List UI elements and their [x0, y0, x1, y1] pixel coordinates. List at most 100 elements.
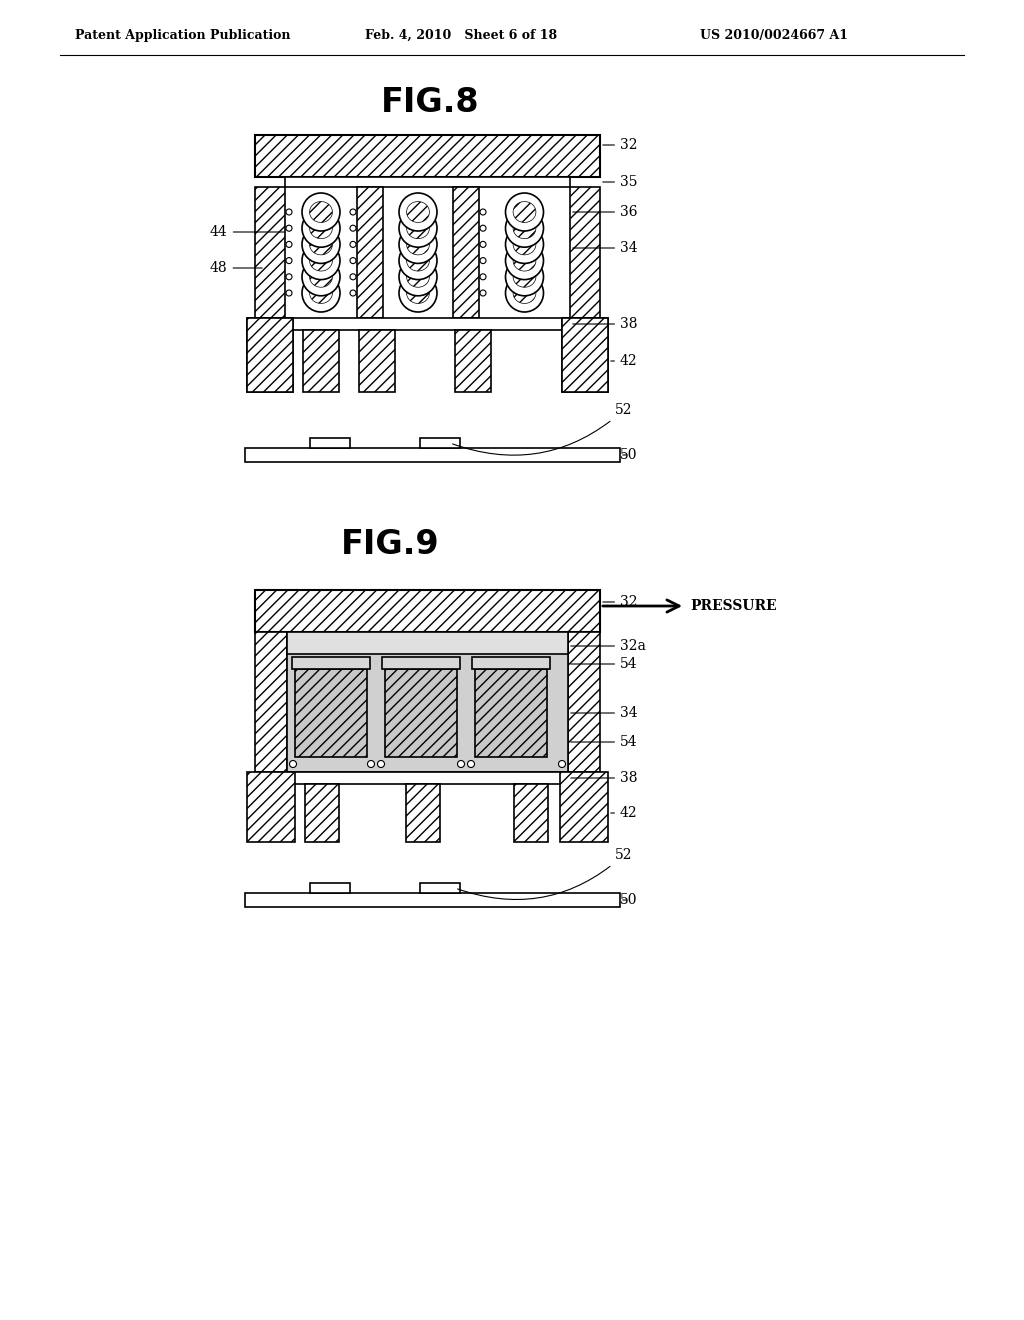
Circle shape: [399, 226, 437, 264]
Ellipse shape: [513, 251, 536, 271]
Text: 44: 44: [210, 224, 285, 239]
Circle shape: [350, 290, 356, 296]
Circle shape: [480, 226, 486, 231]
Bar: [285, 177, 570, 187]
Bar: [310, 883, 350, 894]
Circle shape: [302, 275, 340, 312]
Text: 32a: 32a: [570, 639, 646, 653]
Circle shape: [506, 257, 544, 296]
Bar: [247, 772, 295, 842]
Ellipse shape: [407, 234, 429, 255]
Text: 54: 54: [570, 657, 638, 671]
Circle shape: [480, 257, 486, 264]
Bar: [255, 590, 600, 632]
Circle shape: [350, 209, 356, 215]
Circle shape: [286, 273, 292, 280]
Circle shape: [302, 209, 340, 247]
Text: 38: 38: [570, 771, 638, 785]
Circle shape: [506, 193, 544, 231]
Bar: [359, 330, 395, 392]
Text: 32: 32: [603, 139, 638, 152]
Ellipse shape: [513, 218, 536, 239]
Circle shape: [506, 275, 544, 312]
Text: 34: 34: [570, 706, 638, 719]
Text: 38: 38: [572, 317, 638, 331]
Ellipse shape: [513, 267, 536, 288]
Circle shape: [458, 760, 465, 767]
Circle shape: [558, 760, 565, 767]
Ellipse shape: [407, 251, 429, 271]
Text: Patent Application Publication: Patent Application Publication: [75, 29, 291, 41]
Bar: [295, 669, 367, 756]
Circle shape: [399, 193, 437, 231]
Bar: [475, 669, 547, 756]
Circle shape: [399, 257, 437, 296]
Circle shape: [399, 242, 437, 280]
Bar: [357, 187, 383, 318]
Text: 35: 35: [603, 176, 638, 189]
Bar: [568, 632, 600, 772]
Circle shape: [506, 242, 544, 280]
Circle shape: [399, 209, 437, 247]
Text: 52: 52: [458, 847, 633, 899]
Bar: [245, 447, 620, 462]
Text: 48: 48: [210, 261, 262, 275]
Text: 52: 52: [453, 403, 633, 455]
Bar: [562, 318, 608, 392]
Circle shape: [286, 257, 292, 264]
Circle shape: [290, 760, 297, 767]
Text: 34: 34: [572, 242, 638, 255]
Circle shape: [350, 273, 356, 280]
Circle shape: [286, 226, 292, 231]
Bar: [255, 632, 287, 772]
Circle shape: [506, 226, 544, 264]
Ellipse shape: [407, 282, 429, 304]
Bar: [303, 330, 339, 392]
Bar: [453, 187, 479, 318]
Circle shape: [480, 290, 486, 296]
Ellipse shape: [309, 282, 333, 304]
Bar: [455, 330, 490, 392]
Text: 50: 50: [620, 894, 638, 907]
Bar: [287, 632, 568, 772]
Circle shape: [506, 209, 544, 247]
Bar: [310, 438, 350, 447]
Bar: [255, 135, 600, 177]
Bar: [385, 669, 457, 756]
Ellipse shape: [309, 202, 333, 223]
Circle shape: [480, 242, 486, 247]
Circle shape: [286, 290, 292, 296]
Circle shape: [480, 273, 486, 280]
Bar: [406, 784, 440, 842]
Ellipse shape: [309, 234, 333, 255]
Text: 36: 36: [572, 205, 638, 219]
Ellipse shape: [309, 251, 333, 271]
Bar: [570, 187, 600, 318]
Ellipse shape: [309, 218, 333, 239]
Bar: [245, 894, 620, 907]
Circle shape: [302, 226, 340, 264]
Text: FIG.9: FIG.9: [341, 528, 439, 561]
Bar: [287, 772, 568, 784]
Bar: [305, 784, 339, 842]
Circle shape: [468, 760, 474, 767]
Circle shape: [378, 760, 384, 767]
Text: PRESSURE: PRESSURE: [690, 599, 776, 612]
Circle shape: [480, 209, 486, 215]
Ellipse shape: [407, 267, 429, 288]
Bar: [382, 657, 460, 669]
Circle shape: [350, 226, 356, 231]
Ellipse shape: [407, 202, 429, 223]
Circle shape: [286, 209, 292, 215]
Text: 42: 42: [610, 807, 638, 820]
Bar: [514, 784, 548, 842]
Text: 54: 54: [570, 735, 638, 748]
Text: FIG.8: FIG.8: [381, 86, 479, 119]
Bar: [420, 438, 460, 447]
Ellipse shape: [513, 234, 536, 255]
Bar: [562, 318, 608, 392]
Bar: [255, 187, 285, 318]
Bar: [247, 318, 293, 392]
Circle shape: [302, 242, 340, 280]
Bar: [472, 657, 550, 669]
